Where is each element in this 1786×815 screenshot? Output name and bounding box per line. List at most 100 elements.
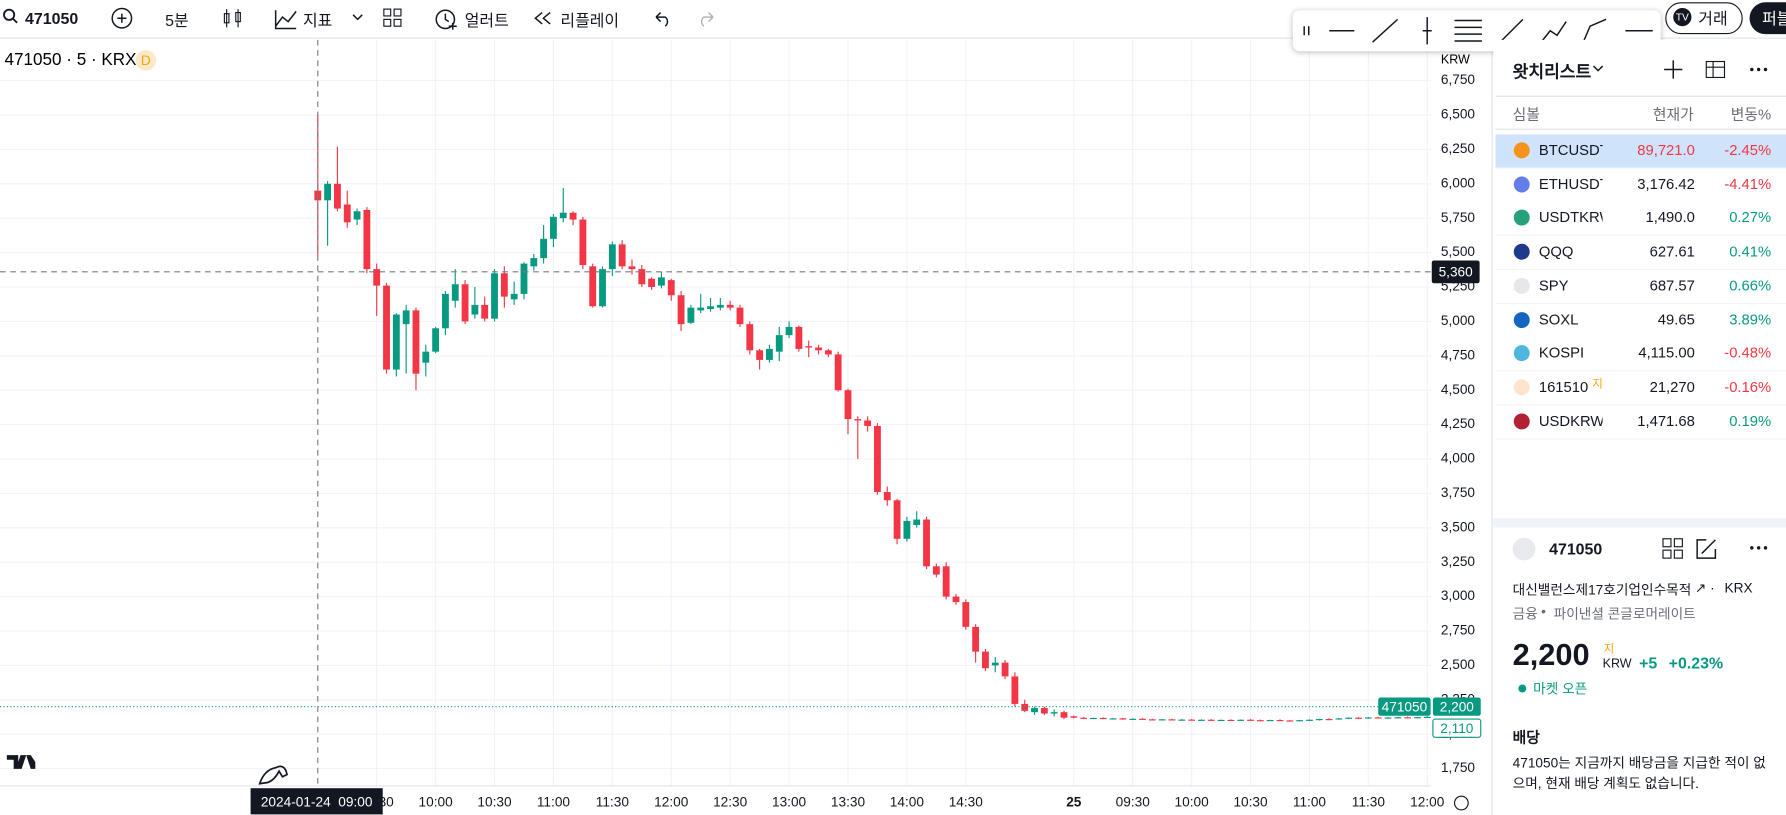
- y-tick-label: 4,750: [1441, 347, 1476, 362]
- symbol-badge: 지: [1592, 378, 1603, 391]
- watchlist-change: -0.16%: [1724, 378, 1772, 396]
- x-tick-label: 10:00: [1175, 795, 1210, 810]
- search-icon[interactable]: [2, 8, 18, 26]
- last-price-bg: [1432, 697, 1481, 716]
- candle-body: [942, 566, 950, 597]
- legend-badge-bg: [135, 50, 157, 71]
- alert-icon[interactable]: [433, 6, 458, 31]
- layouts-icon[interactable]: [382, 7, 405, 30]
- candle-body: [461, 284, 469, 322]
- publish-label[interactable]: 퍼블: [1762, 9, 1786, 28]
- watchlist-row[interactable]: 161510 지 21,270 -0.16%: [1495, 371, 1786, 406]
- x-tick-label: 11:30: [596, 795, 630, 810]
- watchlist-row[interactable]: KOSPI 4,115.00 -0.48%: [1495, 337, 1786, 372]
- chart-style[interactable]: [221, 6, 244, 31]
- candle-body: [442, 293, 449, 329]
- x-tick-label: 11:00: [537, 795, 571, 810]
- watchlist-price: 89,721.0: [1637, 141, 1695, 159]
- industry[interactable]: 파이낸셜 콘글로머레이트: [1553, 605, 1696, 622]
- x-tick-label: 10:30: [477, 795, 512, 810]
- candle-body: [451, 284, 459, 301]
- candle-body: [952, 596, 960, 603]
- candle-body: [667, 280, 675, 296]
- candle-body: [383, 285, 390, 370]
- candle-body: [726, 304, 734, 308]
- candle-body: [1139, 718, 1146, 720]
- watchlist-title[interactable]: 왓치리스트: [1512, 62, 1592, 83]
- add-symbol[interactable]: [109, 6, 134, 31]
- market-status: 마켓 오픈: [1533, 681, 1588, 698]
- candle-body: [1227, 719, 1235, 722]
- watchlist-symbol: ETHUSDT: [1538, 175, 1603, 193]
- company-name[interactable]: 대신밸런스제17호기업인수목적: [1512, 582, 1692, 598]
- crosshair-time-bg: [250, 788, 383, 815]
- candle-body: [795, 326, 803, 349]
- column-header[interactable]: 현재가: [1652, 105, 1694, 124]
- currency-button[interactable]: [1437, 50, 1486, 69]
- candle-body: [697, 307, 705, 311]
- candle-body: [422, 351, 430, 363]
- candle-body: [1001, 662, 1009, 677]
- indicators-button[interactable]: 지표: [302, 11, 333, 30]
- x-tick-label: 13:00: [772, 795, 807, 810]
- alert-button[interactable]: 얼러트: [464, 11, 509, 30]
- sector[interactable]: 금융: [1512, 605, 1538, 622]
- candle-body: [844, 390, 852, 420]
- candle-body: [1266, 720, 1274, 722]
- y-tick-label: 2,750: [1441, 623, 1476, 638]
- watchlist-symbol: USDKRW: [1538, 411, 1603, 429]
- interval-button[interactable]: 5분: [165, 11, 189, 30]
- watchlist-row[interactable]: ETHUSDT 3,176.42 -4.41%: [1495, 168, 1786, 203]
- candle-body: [913, 519, 921, 526]
- currency-label[interactable]: KRW: [1441, 53, 1470, 67]
- x-tick-label: 12:00: [1410, 795, 1445, 810]
- watchlist-row[interactable]: SOXL 49.65 3.89%: [1495, 303, 1786, 338]
- replay-icon[interactable]: [532, 9, 553, 27]
- replay-button[interactable]: 리플레이: [560, 11, 620, 30]
- candle-body: [1414, 717, 1421, 719]
- candle-body: [716, 304, 724, 308]
- crosshair-price-bg: [1431, 260, 1480, 284]
- publish-button[interactable]: [1749, 2, 1786, 35]
- watchlist-row[interactable]: SPY 687.57 0.66%: [1495, 269, 1786, 304]
- candle-body: [1237, 719, 1245, 721]
- undo-redo[interactable]: [652, 8, 720, 29]
- trade-button[interactable]: [1665, 2, 1743, 35]
- watchlist-dropdown[interactable]: [1591, 63, 1605, 74]
- symbol-logo: [1512, 537, 1536, 561]
- candle-body: [1148, 719, 1156, 721]
- candle-body: [923, 519, 930, 567]
- watchlist-row[interactable]: BTCUSDT 89,721.0 -2.45%: [1495, 134, 1786, 169]
- drawing-tools[interactable]: [1293, 10, 1661, 51]
- settings-icon[interactable]: [1453, 795, 1469, 811]
- y-tick-label: 5,750: [1441, 210, 1476, 225]
- candle-body: [1109, 718, 1117, 720]
- indicators-icon[interactable]: [273, 6, 298, 31]
- external-link-icon: ↗ ·: [1694, 579, 1715, 596]
- watchlist-row[interactable]: QQQ 627.61 0.41%: [1495, 235, 1786, 271]
- trade-label[interactable]: 거래: [1698, 9, 1728, 28]
- candle-body: [1404, 717, 1412, 719]
- watchlist-symbol: SPY: [1538, 276, 1569, 294]
- candle-body: [481, 304, 489, 319]
- details-actions[interactable]: [1661, 535, 1775, 560]
- candle-body: [932, 566, 940, 575]
- watchlist-change: 3.89%: [1729, 310, 1772, 328]
- candle-body: [324, 183, 332, 201]
- symbol-search[interactable]: 471050: [25, 9, 79, 28]
- candle-body: [363, 209, 371, 270]
- watchlist-actions[interactable]: [1661, 57, 1775, 82]
- tv-logo: [6, 755, 36, 769]
- column-header[interactable]: 심볼: [1512, 105, 1540, 124]
- indicators-dropdown[interactable]: [351, 11, 365, 22]
- candle-body: [1011, 676, 1019, 704]
- x-tick-label: 10:00: [419, 795, 454, 810]
- watchlist-row[interactable]: USDTKRW 1,490.0 0.27%: [1495, 202, 1786, 237]
- x-tick-label: 12:30: [713, 795, 748, 810]
- candle-body: [1374, 717, 1382, 719]
- watchlist-price: 49.65: [1657, 310, 1695, 328]
- symbol-icon: [1513, 379, 1530, 396]
- column-header[interactable]: 변동%: [1730, 105, 1772, 124]
- watchlist-row[interactable]: USDKRW 1,471.68 0.19%: [1495, 405, 1786, 440]
- candle-body: [392, 314, 400, 370]
